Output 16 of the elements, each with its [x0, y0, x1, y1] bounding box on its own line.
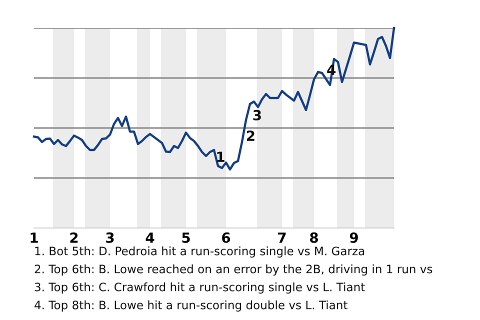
x-tick-label: 7 — [278, 232, 286, 243]
x-tick-label: 8 — [310, 232, 318, 243]
annotation: 1 — [217, 152, 224, 162]
x-tick-label: 5 — [182, 232, 190, 243]
text: 3. Top 6th: C. Crawford hit a run-scoring single vs L. Tiant — [34, 282, 365, 294]
text: 4. Top 8th: B. Lowe hit a run-scoring double vs L. Tiant — [34, 300, 348, 312]
x-tick-label: 9 — [350, 232, 358, 243]
x-tick-label: 2 — [70, 232, 78, 243]
x-tick-label: 3 — [106, 232, 114, 243]
x-tick-label: 4 — [146, 232, 154, 243]
x-tick-label: 1 — [30, 232, 38, 243]
x-tick-label: 6 — [222, 232, 230, 243]
text: 2. Top 6th: B. Lowe reached on an error by the 2B, driving in 1 run vs — [34, 264, 432, 276]
annotation: 3 — [253, 110, 261, 120]
annotation: 2 — [246, 130, 254, 141]
text: 1. Bot 5th: D. Pedroia hit a run-scoring single vs M. Garza — [35, 246, 364, 258]
